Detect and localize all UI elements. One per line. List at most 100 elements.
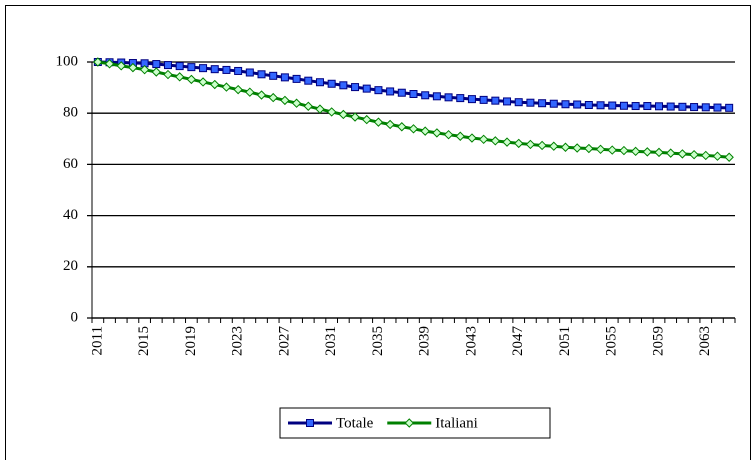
marker xyxy=(677,149,688,159)
marker xyxy=(139,64,150,75)
marker xyxy=(292,74,301,83)
marker xyxy=(432,128,442,138)
marker xyxy=(397,122,407,132)
marker xyxy=(362,114,372,125)
marker xyxy=(526,98,535,107)
marker xyxy=(187,63,196,72)
marker xyxy=(245,87,255,97)
marker xyxy=(549,141,559,151)
marker xyxy=(210,65,219,74)
marker xyxy=(199,64,208,73)
x-tick-label: 2039 xyxy=(417,326,433,356)
marker xyxy=(584,143,594,154)
legend-marker xyxy=(404,418,414,428)
x-tick-label: 2019 xyxy=(183,326,199,356)
marker xyxy=(128,62,138,73)
x-tick-label: 2047 xyxy=(510,326,526,357)
marker xyxy=(245,68,254,77)
marker xyxy=(374,86,383,95)
marker xyxy=(221,82,232,92)
marker xyxy=(268,92,278,103)
y-tick-label: 80 xyxy=(63,105,78,121)
marker xyxy=(608,101,617,110)
x-tick-label: 2023 xyxy=(230,326,246,356)
x-tick-label: 2043 xyxy=(463,326,479,356)
marker xyxy=(326,107,337,117)
marker xyxy=(280,73,289,82)
marker xyxy=(491,96,500,105)
marker xyxy=(595,144,606,155)
marker xyxy=(198,77,208,87)
legend-label: Italiani xyxy=(435,415,477,431)
marker xyxy=(443,129,454,140)
marker xyxy=(701,150,711,161)
marker xyxy=(607,145,617,155)
marker xyxy=(560,142,571,152)
marker xyxy=(257,70,266,79)
marker xyxy=(210,79,220,90)
marker xyxy=(538,99,547,108)
marker xyxy=(163,61,172,70)
marker xyxy=(642,147,653,157)
x-tick-label: 2031 xyxy=(323,326,339,356)
marker xyxy=(280,95,290,106)
marker xyxy=(385,119,395,130)
x-tick-label: 2011 xyxy=(89,326,105,355)
marker xyxy=(408,124,419,134)
marker xyxy=(269,71,278,80)
marker xyxy=(619,145,629,156)
marker xyxy=(350,112,360,122)
marker xyxy=(152,60,161,69)
marker xyxy=(151,67,162,77)
marker xyxy=(291,98,302,108)
marker xyxy=(654,147,664,158)
x-tick-label: 2035 xyxy=(370,326,386,356)
marker xyxy=(479,95,488,104)
marker xyxy=(444,93,453,102)
marker xyxy=(655,102,664,111)
marker xyxy=(362,84,371,93)
marker xyxy=(338,109,349,120)
marker xyxy=(678,102,687,111)
marker xyxy=(467,95,476,104)
x-tick-label: 2055 xyxy=(604,326,620,356)
marker xyxy=(315,104,325,114)
y-tick-label: 40 xyxy=(63,207,78,223)
marker xyxy=(490,136,501,146)
x-tick-label: 2063 xyxy=(697,326,713,356)
marker xyxy=(93,57,103,67)
marker xyxy=(631,102,640,111)
marker xyxy=(386,87,395,96)
marker xyxy=(549,99,558,108)
marker xyxy=(421,91,430,100)
y-tick-label: 0 xyxy=(71,309,79,325)
marker xyxy=(572,143,582,153)
marker xyxy=(186,74,197,85)
marker xyxy=(701,103,710,112)
marker xyxy=(665,148,676,158)
marker xyxy=(104,59,115,69)
marker xyxy=(304,76,313,85)
marker xyxy=(234,66,243,75)
marker xyxy=(455,131,465,141)
marker xyxy=(713,103,722,112)
x-tick-label: 2059 xyxy=(650,326,666,356)
marker xyxy=(502,137,512,147)
marker xyxy=(525,139,536,150)
marker xyxy=(689,149,699,160)
marker xyxy=(303,101,313,111)
x-tick-label: 2051 xyxy=(557,326,573,356)
marker xyxy=(339,81,348,90)
marker xyxy=(222,65,231,74)
marker xyxy=(456,94,465,103)
marker xyxy=(327,79,336,88)
marker xyxy=(420,126,430,136)
legend-marker xyxy=(306,419,314,427)
x-tick-label: 2015 xyxy=(136,326,152,356)
marker xyxy=(409,90,418,98)
marker xyxy=(561,100,570,109)
marker xyxy=(351,83,360,92)
marker xyxy=(643,102,652,111)
marker xyxy=(619,101,628,110)
